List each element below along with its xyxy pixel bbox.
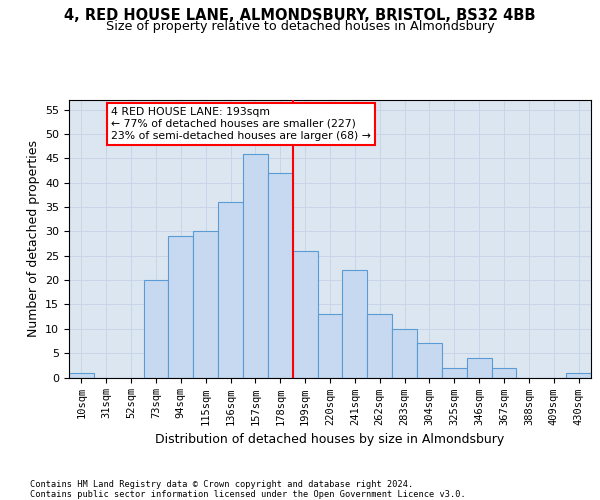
Bar [417, 344, 442, 378]
Bar [566, 372, 591, 378]
Bar [69, 372, 94, 378]
Text: 4 RED HOUSE LANE: 193sqm
← 77% of detached houses are smaller (227)
23% of semi-: 4 RED HOUSE LANE: 193sqm ← 77% of detach… [111, 108, 371, 140]
Bar [442, 368, 467, 378]
Text: Distribution of detached houses by size in Almondsbury: Distribution of detached houses by size … [155, 432, 505, 446]
Y-axis label: Number of detached properties: Number of detached properties [26, 140, 40, 337]
Bar [367, 314, 392, 378]
Bar [243, 154, 268, 378]
Text: Size of property relative to detached houses in Almondsbury: Size of property relative to detached ho… [106, 20, 494, 33]
Bar [392, 329, 417, 378]
Bar [143, 280, 169, 378]
Bar [193, 232, 218, 378]
Bar [293, 251, 317, 378]
Text: 4, RED HOUSE LANE, ALMONDSBURY, BRISTOL, BS32 4BB: 4, RED HOUSE LANE, ALMONDSBURY, BRISTOL,… [64, 8, 536, 22]
Bar [169, 236, 193, 378]
Bar [268, 173, 293, 378]
Bar [317, 314, 343, 378]
Bar [343, 270, 367, 378]
Bar [218, 202, 243, 378]
Bar [491, 368, 517, 378]
Text: Contains HM Land Registry data © Crown copyright and database right 2024.
Contai: Contains HM Land Registry data © Crown c… [30, 480, 466, 499]
Bar [467, 358, 491, 378]
